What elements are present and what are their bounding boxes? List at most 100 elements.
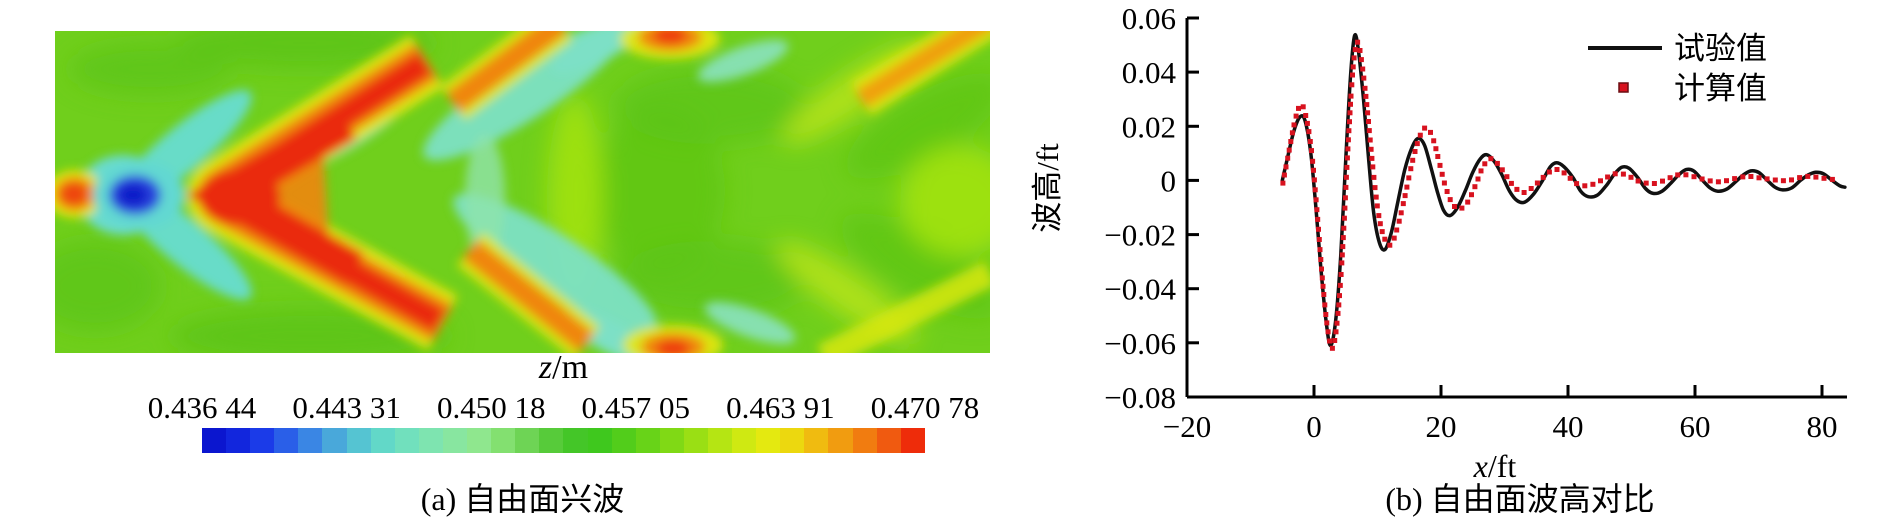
colorbar-cell [442,428,468,453]
colorbar-cell [804,428,829,453]
computed-dot [1340,244,1346,250]
computed-dot [1340,235,1346,241]
colorbar-cell [732,428,757,453]
colorbar-cell [683,428,708,453]
colorbar-cell [587,428,612,453]
contour-plot [55,31,990,353]
computed-dot [1332,338,1338,343]
computed-dot [1780,178,1786,184]
computed-dot [1598,178,1603,184]
computed-dot [1358,57,1364,63]
computed-dot [1368,146,1374,152]
legend-dot-sample [1618,82,1629,93]
computed-dot [1643,180,1649,186]
y-tick-label: 0.06 [1122,1,1176,36]
computed-dot [1660,178,1665,184]
computed-dot [1371,174,1377,180]
colorbar-cell [852,428,877,453]
computed-dot [1406,175,1412,181]
computed-dot [1324,320,1330,326]
computed-dot [1821,175,1827,181]
colorbar-tick-label: 0.470 78 [870,390,980,425]
computed-dot [1437,162,1443,168]
computed-dot [1355,39,1361,45]
computed-dot [1347,110,1353,116]
computed-dot [1339,252,1345,258]
colorbar-cell [491,428,516,453]
computed-dot [1348,93,1354,99]
computed-dot [1334,320,1340,326]
computed-dot [1675,172,1681,178]
computed-dot [1494,160,1500,166]
computed-dot [1567,175,1573,181]
colorbar-tick-label: 0.443 31 [292,390,401,425]
computed-dot [1417,132,1423,138]
computed-dot [1582,183,1588,189]
computed-dot [1540,174,1546,180]
computed-dot [1396,218,1402,224]
colorbar-cell [394,428,419,453]
computed-dot [1797,175,1803,181]
computed-dot [1764,176,1770,182]
y-tick-label: 0 [1161,163,1177,198]
computed-dot [1732,176,1738,182]
colorbar-cell [828,428,853,453]
computed-dot [1360,66,1366,72]
computed-dot [1310,158,1316,164]
contour-wake-features [55,31,990,353]
computed-dot [1612,171,1618,177]
caption-a: (a) 自由面兴波 [420,481,625,517]
computed-dots [1280,39,1835,351]
computed-dot [1635,178,1641,184]
computed-dot [1286,147,1292,153]
computed-dot [1428,129,1433,135]
computed-dot [1300,104,1306,110]
colorbar-cell [250,428,275,453]
computed-dot [1398,210,1404,216]
colorbar-cell [322,428,347,453]
computed-dot [1387,242,1393,248]
computed-dot [1317,247,1323,253]
x-tick-label: 60 [1680,409,1711,444]
computed-dot [1813,174,1819,180]
computed-dot [1321,292,1327,297]
y-tick-label: 0.02 [1122,109,1176,144]
computed-dot [1441,180,1447,186]
computed-dot [1528,186,1534,191]
computed-dot [1312,187,1318,193]
colorbar-tick-labels: 0.436 44 0.443 31 0.450 18 0.457 05 0.463 91… [148,390,980,425]
computed-dot [1322,302,1328,308]
computed-dot [1431,138,1437,144]
colorbar-cell [780,428,805,453]
computed-dot [1343,174,1349,180]
computed-dot [1379,229,1385,235]
colorbar-tick-label: 0.457 05 [581,390,691,425]
computed-dot [1338,272,1344,277]
computed-dot [1336,302,1342,308]
computed-dot [1363,93,1369,99]
computed-dot [1341,215,1347,221]
computed-dot [1433,146,1439,152]
computed-dot [1372,185,1378,191]
computed-dot [1351,55,1357,61]
computed-dot [1318,257,1324,262]
computed-dot [1414,141,1420,147]
computed-dot [1435,154,1441,159]
computed-dot [1366,119,1371,124]
computed-dot [1343,184,1349,190]
computed-dot [1805,173,1811,179]
computed-dot [1352,47,1358,53]
computed-dot [1382,236,1388,242]
computed-dot [1422,125,1428,131]
computed-dot [1346,128,1352,134]
computed-dot [1715,179,1721,185]
legend-label-experimental: 试验值 [1674,31,1767,66]
computed-dot [1280,180,1286,186]
caption-b: (b) 自由面波高对比 [1385,481,1655,517]
colorbar-cell [659,428,684,453]
computed-dot [1323,312,1329,317]
computed-dot [1313,197,1319,203]
computed-dot [1369,155,1375,161]
computed-dot [1504,174,1510,180]
colorbar-cell [202,428,227,453]
